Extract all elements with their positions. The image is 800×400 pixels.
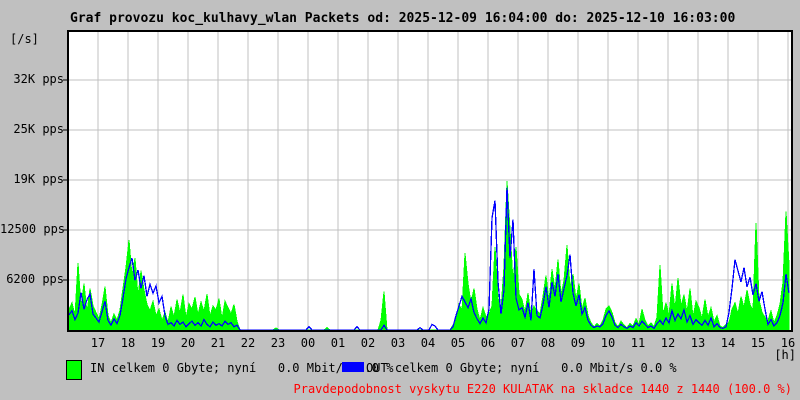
- x-tick-label: 20: [180, 336, 196, 350]
- x-tick-label: 02: [360, 336, 376, 350]
- x-tick-label: 13: [690, 336, 706, 350]
- x-tick-label: 07: [510, 336, 526, 350]
- y-tick-label: 32K pps: [13, 72, 64, 86]
- x-tick-label: 06: [480, 336, 496, 350]
- x-tick-label: 03: [390, 336, 406, 350]
- x-tick-label: 21: [210, 336, 226, 350]
- y-tick-label: 19K pps: [13, 172, 64, 186]
- x-tick-label: 23: [270, 336, 286, 350]
- y-axis-unit-label: [/s]: [10, 32, 39, 46]
- legend-out-swatch: [342, 362, 364, 372]
- x-tick-label: 16: [780, 336, 796, 350]
- x-tick-label: 22: [240, 336, 256, 350]
- x-tick-label: 15: [750, 336, 766, 350]
- x-axis-unit-label: [h]: [774, 348, 796, 362]
- graph-title: Graf provozu koc_kulhavy_wlan Packets od…: [70, 11, 736, 26]
- x-tick-label: 04: [420, 336, 436, 350]
- x-tick-label: 05: [450, 336, 466, 350]
- x-tick-label: 19: [150, 336, 166, 350]
- x-tick-label: 12: [660, 336, 676, 350]
- x-tick-label: 00: [300, 336, 316, 350]
- x-tick-label: 10: [600, 336, 616, 350]
- x-tick-label: 18: [120, 336, 136, 350]
- x-tick-label: 01: [330, 336, 346, 350]
- x-tick-label: 17: [90, 336, 106, 350]
- plot-border: [67, 30, 793, 332]
- y-tick-label: 6200 pps: [6, 272, 64, 286]
- plot-background: [68, 31, 792, 331]
- y-tick-label: 12500 pps: [0, 222, 66, 236]
- x-tick-label: 08: [540, 336, 556, 350]
- y-tick-label: 25K pps: [13, 122, 64, 136]
- availability-footer-text: Pravdepodobnost vyskytu E220 KULATAK na …: [293, 382, 793, 396]
- x-tick-label: 09: [570, 336, 586, 350]
- legend-in-swatch: [66, 360, 82, 380]
- x-tick-label: 14: [720, 336, 736, 350]
- x-tick-label: 11: [630, 336, 646, 350]
- legend-out-label: OUT celkem 0 Gbyte; nyní 0.0 Mbit/s 0.0 …: [366, 361, 677, 375]
